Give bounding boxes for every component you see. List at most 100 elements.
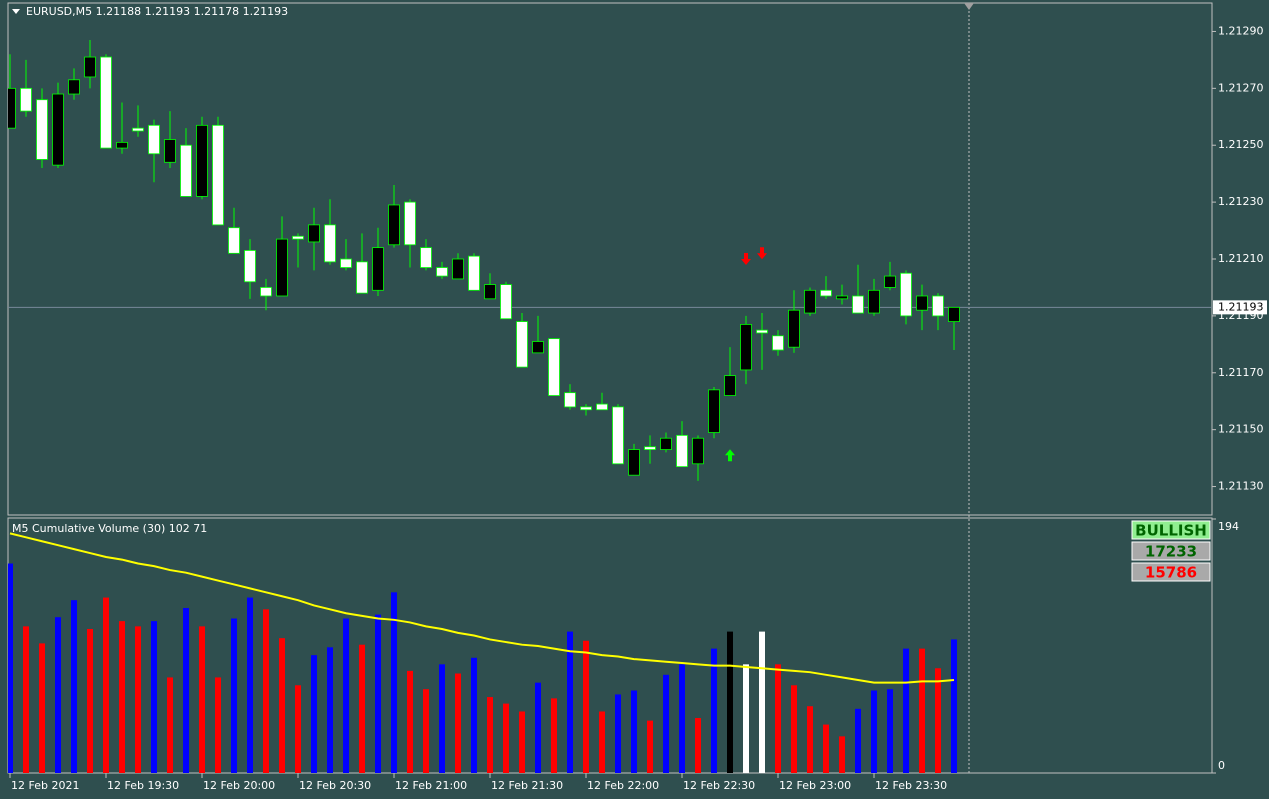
candle-body [708, 389, 720, 433]
volume-bar [327, 647, 333, 773]
candle-body [68, 79, 80, 95]
candle-body [660, 437, 672, 450]
candle-body [932, 295, 944, 317]
volume-bar [359, 644, 365, 773]
volume-bar [855, 708, 861, 773]
volume-bar [391, 592, 397, 773]
candle-body [916, 295, 928, 311]
candle-body [772, 335, 784, 351]
volume-bar [455, 673, 461, 773]
candle-body [276, 238, 288, 297]
volume-bar [695, 718, 701, 773]
volume-bar [23, 626, 29, 773]
volume-bar [567, 631, 573, 773]
volume-bar [247, 597, 253, 773]
x-tick-label: 12 Feb 23:30 [875, 779, 947, 792]
candle-body [548, 338, 560, 396]
ma-line [9, 532, 955, 684]
x-tick-label: 12 Feb 20:00 [203, 779, 275, 792]
volume-bar [663, 674, 669, 773]
volume-bar [295, 685, 301, 773]
candle-body [308, 224, 320, 243]
volume-bar [471, 657, 477, 773]
volume-bar [535, 682, 541, 773]
volume-bar [343, 618, 349, 773]
candle-body [436, 267, 448, 277]
y-tick-label: 1.21210 [1218, 252, 1264, 265]
status-text: BULLISH [1135, 522, 1207, 540]
candle-body [564, 392, 576, 408]
candle-body [420, 247, 432, 268]
candle-body [676, 434, 688, 468]
last-price-box [1213, 300, 1267, 315]
volume-bar [647, 720, 653, 773]
candle-body [484, 284, 496, 300]
volume-bar [487, 697, 493, 773]
candle-body [500, 284, 512, 320]
volume-bar [407, 670, 413, 773]
candle-body [324, 224, 336, 263]
candle-body [292, 235, 304, 240]
volume-bar [55, 617, 61, 773]
x-tick-label: 12 Feb 2021 [11, 779, 79, 792]
price-plot [8, 39, 1212, 481]
volume-bar [311, 655, 317, 773]
candle-body [532, 341, 544, 354]
volume-bar [951, 639, 957, 773]
candle-body [340, 258, 352, 268]
candle-body [868, 289, 880, 314]
volume-bar [887, 689, 893, 773]
candle-body [820, 289, 832, 297]
status-box [1131, 541, 1211, 561]
y-tick-label: 1.21230 [1218, 195, 1264, 208]
x-tick-label: 12 Feb 23:00 [779, 779, 851, 792]
volume-bar [727, 631, 733, 773]
volume-bar [183, 608, 189, 773]
volume-bar [375, 614, 381, 773]
volume-bar [615, 694, 621, 773]
symbol-menu[interactable] [12, 9, 20, 14]
candle-body [596, 403, 608, 411]
x-tick-label: 12 Feb 22:30 [683, 779, 755, 792]
candle-body [84, 56, 96, 78]
candle-body [724, 375, 736, 396]
status-text: 15786 [1145, 564, 1197, 582]
candle-body [244, 250, 256, 283]
volume-bar [871, 690, 877, 773]
candle-body [452, 258, 464, 280]
volume-bar [583, 640, 589, 773]
candle-body [148, 124, 160, 155]
volume-bar [215, 677, 221, 773]
volume-bar [631, 690, 637, 773]
candle-body [580, 406, 592, 411]
candle-body [196, 124, 208, 197]
volume-bar [231, 618, 237, 773]
candle-body [788, 309, 800, 348]
volume-bar [279, 638, 285, 773]
candle-body [612, 406, 624, 465]
volume-bar [711, 648, 717, 773]
x-tick-label: 12 Feb 22:00 [587, 779, 659, 792]
volume-bar [903, 648, 909, 773]
candle-body [8, 87, 16, 129]
candle-body [692, 437, 704, 465]
last-price-label: 1.21193 [1218, 300, 1264, 313]
candle-body [356, 261, 368, 294]
volume-bar [119, 621, 125, 773]
candle-body [948, 306, 960, 322]
shift-marker [964, 3, 974, 10]
status-text: 17233 [1145, 543, 1197, 561]
volume-bar [167, 677, 173, 773]
volume-plot [8, 532, 957, 773]
candle-body [388, 204, 400, 246]
y-tick-label: 0 [1218, 759, 1225, 772]
candle-body [644, 446, 656, 450]
y-tick-label: 1.21290 [1218, 24, 1264, 37]
y-tick-label: 1.21270 [1218, 81, 1264, 94]
candle-body [132, 127, 144, 132]
volume-bar [807, 706, 813, 773]
status-box [1131, 520, 1211, 540]
